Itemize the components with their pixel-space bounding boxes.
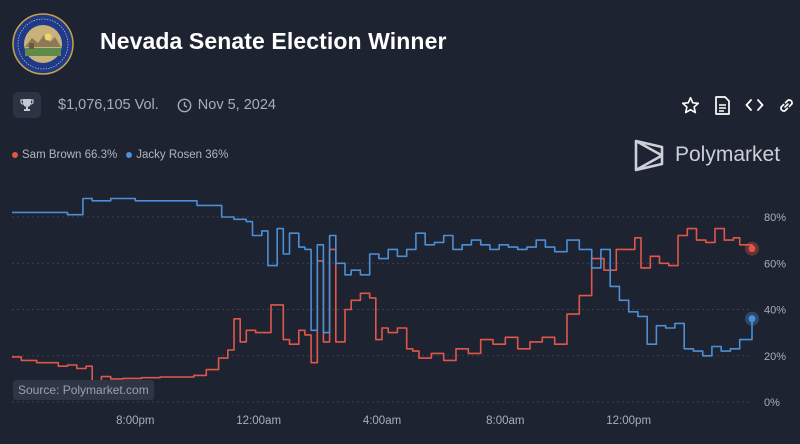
legend-label-sam-brown: Sam Brown 66.3% xyxy=(22,149,118,161)
x-tick-label: 12:00pm xyxy=(606,415,651,427)
series-end-marker xyxy=(748,315,756,323)
brand-name: Polymarket xyxy=(675,143,781,166)
chart-legend: Sam Brown 66.3% Jacky Rosen 36% xyxy=(12,149,237,161)
polymarket-logo-icon xyxy=(634,139,664,172)
page-title: Nevada Senate Election Winner xyxy=(100,28,447,54)
y-tick-label: 0% xyxy=(764,397,780,409)
action-bar xyxy=(680,95,796,115)
source-label: Source: Polymarket.com xyxy=(13,380,154,400)
legend-item-sam-brown: Sam Brown 66.3% xyxy=(12,149,117,161)
y-tick-label: 80% xyxy=(764,212,786,224)
x-tick-label: 8:00pm xyxy=(116,415,154,427)
volume-text: $1,076,105 Vol. xyxy=(58,97,159,113)
y-tick-label: 20% xyxy=(764,351,786,363)
market-meta: $1,076,105 Vol. Nov 5, 2024 xyxy=(13,92,276,118)
legend-dot-red xyxy=(12,152,18,158)
y-tick-label: 60% xyxy=(764,258,786,270)
x-tick-label: 12:00am xyxy=(236,415,281,427)
series-line-jacky-rosen xyxy=(12,197,753,357)
legend-dot-blue xyxy=(126,152,133,158)
link-icon[interactable] xyxy=(776,95,796,115)
legend-label-jacky-rosen: Jacky Rosen 36% xyxy=(136,149,229,161)
legend-item-jacky-rosen: Jacky Rosen 36% xyxy=(126,149,228,161)
date-text: Nov 5, 2024 xyxy=(197,97,276,113)
x-tick-label: 4:00am xyxy=(363,415,401,427)
code-icon[interactable] xyxy=(744,95,764,115)
nevada-state-seal-icon xyxy=(12,13,74,75)
clock-icon xyxy=(177,98,192,113)
y-tick-label: 40% xyxy=(764,305,786,317)
star-icon[interactable] xyxy=(680,95,700,115)
document-icon[interactable] xyxy=(712,95,732,115)
series-end-marker xyxy=(748,245,756,253)
series-line-sam-brown xyxy=(12,227,753,384)
x-tick-label: 8:00am xyxy=(486,415,524,427)
trophy-icon xyxy=(13,92,41,118)
polymarket-brand: Polymarket xyxy=(633,138,780,172)
